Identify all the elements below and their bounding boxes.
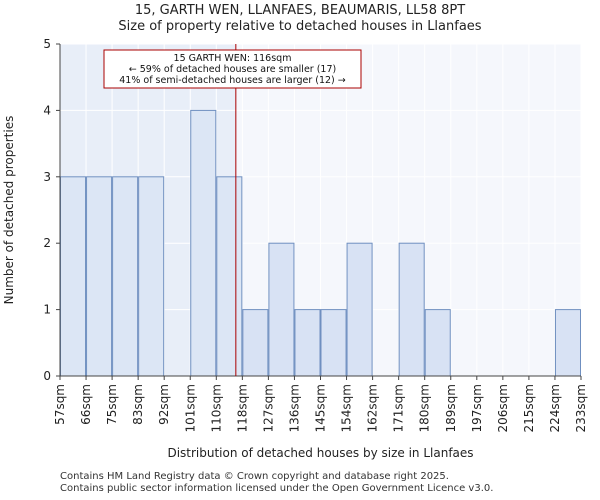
annotation-line-3: 41% of semi-detached houses are larger (… <box>119 75 346 86</box>
annotation-line-1: 15 GARTH WEN: 116sqm <box>174 53 292 64</box>
x-tick-label: 101sqm <box>183 384 197 432</box>
footer-line-2: Contains public sector information licen… <box>60 483 494 494</box>
bar-136sqm <box>294 309 321 377</box>
bar-110sqm <box>216 176 243 377</box>
x-tick-label: 92sqm <box>157 384 171 425</box>
x-tick-label: 118sqm <box>235 384 249 432</box>
x-tick-label: 197sqm <box>470 384 484 432</box>
x-tick-label: 189sqm <box>444 384 458 432</box>
x-tick-label: 57sqm <box>53 384 67 425</box>
x-tick-label: 233sqm <box>574 384 588 432</box>
x-tick-label: 224sqm <box>548 384 562 432</box>
footer-line-1: Contains HM Land Registry data © Crown c… <box>60 471 449 482</box>
chart-title: 15, GARTH WEN, LLANFAES, BEAUMARIS, LL58… <box>0 3 600 35</box>
bar-145sqm <box>320 309 347 377</box>
x-tick-label: 83sqm <box>131 384 145 425</box>
x-tick-label: 127sqm <box>261 384 275 432</box>
x-tick-label: 66sqm <box>79 384 93 425</box>
bar-127sqm <box>268 242 295 377</box>
x-tick-label: 154sqm <box>340 384 354 432</box>
bar-101sqm <box>190 109 217 377</box>
bar-57sqm <box>60 176 87 377</box>
x-axis-title: Distribution of detached houses by size … <box>167 446 473 460</box>
bar-75sqm <box>112 176 139 377</box>
bar-118sqm <box>242 309 269 377</box>
x-tick-label: 145sqm <box>314 384 328 432</box>
x-tick-label: 75sqm <box>105 384 119 425</box>
x-tick-label: 215sqm <box>522 384 536 432</box>
x-tick-label: 110sqm <box>209 384 223 432</box>
x-tick-label: 180sqm <box>418 384 432 432</box>
footer: Contains HM Land Registry data © Crown c… <box>60 471 493 495</box>
bar-154sqm <box>346 242 373 377</box>
y-tick-label: 0 <box>43 369 51 383</box>
x-tick-label: 171sqm <box>392 384 406 432</box>
y-tick-label: 5 <box>43 37 51 51</box>
bar-83sqm <box>138 176 165 377</box>
x-tick-label: 162sqm <box>366 384 380 432</box>
x-tick-label: 206sqm <box>496 384 510 432</box>
y-tick-label: 2 <box>43 236 51 250</box>
y-tick-label: 1 <box>43 303 51 317</box>
x-tick-label: 136sqm <box>287 384 301 432</box>
bar-66sqm <box>86 176 113 377</box>
annotation-box <box>103 49 362 89</box>
bar-180sqm <box>424 309 451 377</box>
annotation-line-2: ← 59% of detached houses are smaller (17… <box>129 64 336 75</box>
bar-224sqm <box>554 309 582 377</box>
subtitle-text: Size of property relative to detached ho… <box>118 19 482 34</box>
bar-171sqm <box>398 242 425 377</box>
y-tick-label: 4 <box>43 103 51 117</box>
y-axis-title: Number of detached properties <box>2 116 16 305</box>
title-text: 15, GARTH WEN, LLANFAES, BEAUMARIS, LL58… <box>134 3 466 18</box>
y-tick-label: 3 <box>43 170 51 184</box>
